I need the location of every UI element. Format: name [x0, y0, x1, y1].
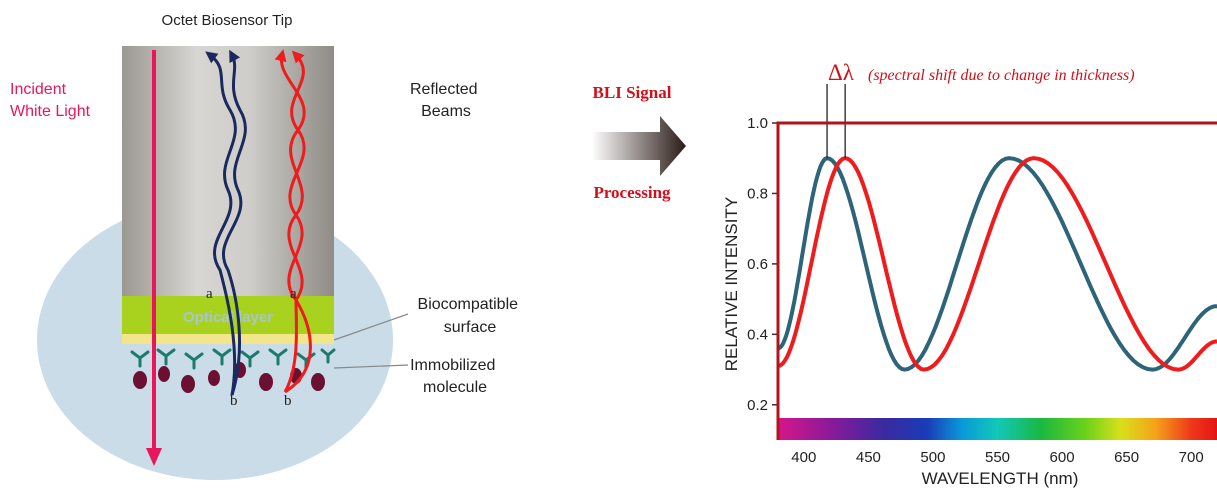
optical-layer-label: Optical layer	[183, 309, 273, 326]
immobilized-leader-line	[333, 364, 409, 369]
biocompatible-surface-label: Biocompatible surface	[418, 296, 523, 336]
x-tick-label: 700	[1179, 449, 1204, 466]
x-tick-label: 550	[985, 449, 1010, 466]
immobilized-molecule-label: Immobilized molecule	[410, 357, 500, 396]
x-tick-label: 600	[1050, 449, 1075, 466]
y-tick-label: 0.2	[747, 397, 768, 414]
x-tick-label: 400	[791, 449, 816, 466]
y-tick-label: 0.6	[747, 256, 768, 273]
immobilized-molecules	[130, 348, 336, 370]
reflected-beams-navy	[205, 49, 247, 396]
point-a-left: a	[206, 286, 213, 302]
incident-light-arrowhead	[146, 448, 162, 466]
point-b-right: b	[284, 393, 292, 409]
biocompatible-surface-layer	[122, 334, 334, 344]
x-axis-title: WAVELENGTH (nm)	[922, 469, 1079, 488]
bli-signal-label: BLI Signal	[593, 83, 672, 102]
series-line-1	[777, 156, 1217, 372]
incident-light-label: Incident White Light	[10, 81, 91, 120]
processing-arrow	[592, 116, 686, 176]
delta-lambda-symbol: Δλ	[828, 60, 855, 85]
spectral-chart: 0.2 0.4 0.6 0.8 1.0 400 450 500 550 600 650 700	[747, 84, 1217, 466]
biocompatible-leader-line	[333, 313, 409, 341]
x-tick-label: 500	[920, 449, 945, 466]
point-a-right: a	[290, 286, 297, 302]
point-b-left: b	[230, 393, 238, 409]
y-tick-label: 0.8	[747, 185, 768, 202]
x-tick-label: 450	[856, 449, 881, 466]
x-tick-label: 650	[1114, 449, 1139, 466]
delta-lambda-note: (spectral shift due to change in thickne…	[868, 67, 1135, 84]
y-tick-label: 1.0	[747, 115, 768, 132]
processing-label: Processing	[593, 183, 671, 202]
chart-frame	[776, 121, 1217, 440]
diagram-title: Octet Biosensor Tip	[162, 12, 293, 29]
reflected-beams-red	[274, 49, 312, 394]
series-line-0	[777, 156, 1217, 372]
reflected-beams-label: Reflected Beams	[410, 81, 482, 120]
y-tick-label: 0.4	[747, 326, 768, 343]
y-axis-title: RELATIVE INTENSITY	[722, 197, 741, 371]
spectrum-band	[778, 418, 1217, 440]
